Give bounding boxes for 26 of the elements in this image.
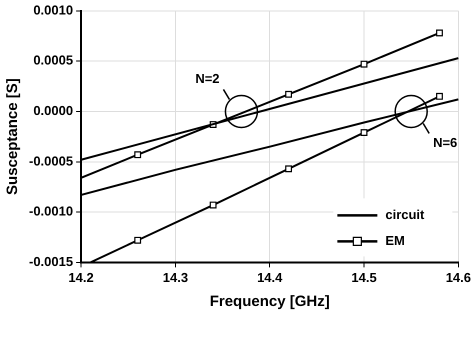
legend-label: circuit: [385, 206, 426, 222]
y-tick-label: -0.0010: [28, 204, 74, 219]
point: [134, 151, 142, 158]
point: [285, 90, 292, 98]
x-tick-label: 14.2: [68, 270, 94, 285]
x-tick-label: 14.3: [162, 270, 188, 285]
y-tick-label: 0.0000: [33, 103, 74, 118]
x-tick-label: 14.5: [351, 270, 377, 285]
point: [360, 129, 368, 136]
x-axis-title: Frequency [GHz]: [210, 293, 330, 310]
annotation: N=2: [195, 71, 220, 86]
y-tick-label: -0.0015: [28, 254, 74, 269]
point: [436, 92, 443, 100]
point: [285, 165, 292, 172]
point: [134, 236, 142, 244]
point: [210, 202, 217, 208]
y-axis-title: Susceptance [S]: [4, 78, 22, 195]
y-tick-label: -0.0005: [28, 153, 74, 168]
annotation: N=6: [433, 135, 458, 150]
y-tick-label: 0.0005: [33, 52, 74, 68]
x-tick-label: 14.6: [446, 270, 472, 285]
point: [436, 30, 443, 36]
point: [360, 60, 368, 68]
y-tick-label: 0.0010: [33, 2, 74, 18]
x-tick-label: 14.4: [257, 270, 284, 285]
legend-label: EM: [385, 232, 405, 248]
